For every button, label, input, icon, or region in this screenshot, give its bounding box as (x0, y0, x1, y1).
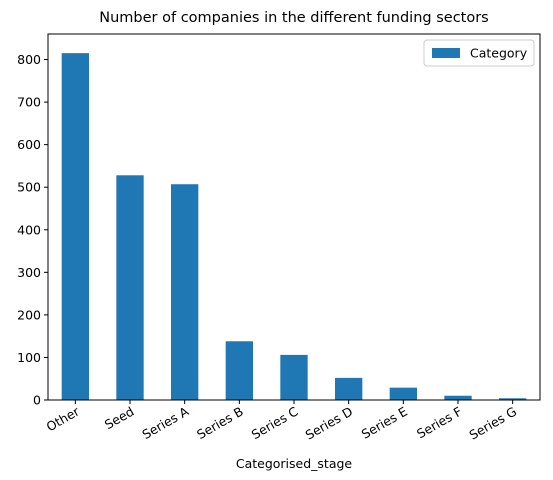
bar-series-b (225, 341, 253, 400)
legend-label: Category (470, 46, 528, 61)
x-axis-title: Categorised_stage (236, 456, 353, 471)
x-tick-label: Series F (414, 404, 464, 442)
x-tick-label: Series D (303, 404, 356, 443)
bar-series-g (499, 398, 527, 400)
y-tick-label: 700 (17, 95, 41, 110)
y-tick-label: 300 (17, 265, 41, 280)
chart-title: Number of companies in the different fun… (99, 10, 488, 26)
x-tick-label: Series A (140, 403, 192, 442)
y-axis: 0 100 200 300 400 500 600 700 800 (17, 52, 48, 408)
bar-series-f (444, 395, 472, 400)
bar-other (61, 53, 89, 401)
bar-seed (116, 175, 144, 400)
y-tick-label: 500 (17, 180, 41, 195)
x-tick-label: Other (44, 403, 83, 434)
bar-series-c (280, 354, 308, 400)
y-tick-label: 800 (17, 52, 41, 67)
x-tick-label: Series G (467, 404, 520, 443)
y-tick-label: 100 (17, 350, 41, 365)
y-tick-label: 600 (17, 137, 41, 152)
x-tick-label: Series E (359, 404, 410, 442)
bar-series-d (335, 377, 363, 400)
legend-swatch (432, 48, 460, 58)
bar-series-a (171, 184, 199, 400)
y-tick-label: 400 (17, 222, 41, 237)
y-tick-label: 0 (33, 393, 41, 408)
bars-group (61, 53, 527, 401)
legend: Category (423, 39, 535, 67)
x-tick-label: Seed (102, 404, 137, 433)
legend-box (423, 39, 535, 67)
x-axis: Other Seed Series A Series B Series C Series … (44, 400, 520, 443)
x-tick-label: Series C (249, 403, 301, 442)
y-tick-label: 200 (17, 307, 41, 322)
bar-series-e (389, 387, 417, 400)
x-tick-label: Series B (194, 404, 246, 442)
